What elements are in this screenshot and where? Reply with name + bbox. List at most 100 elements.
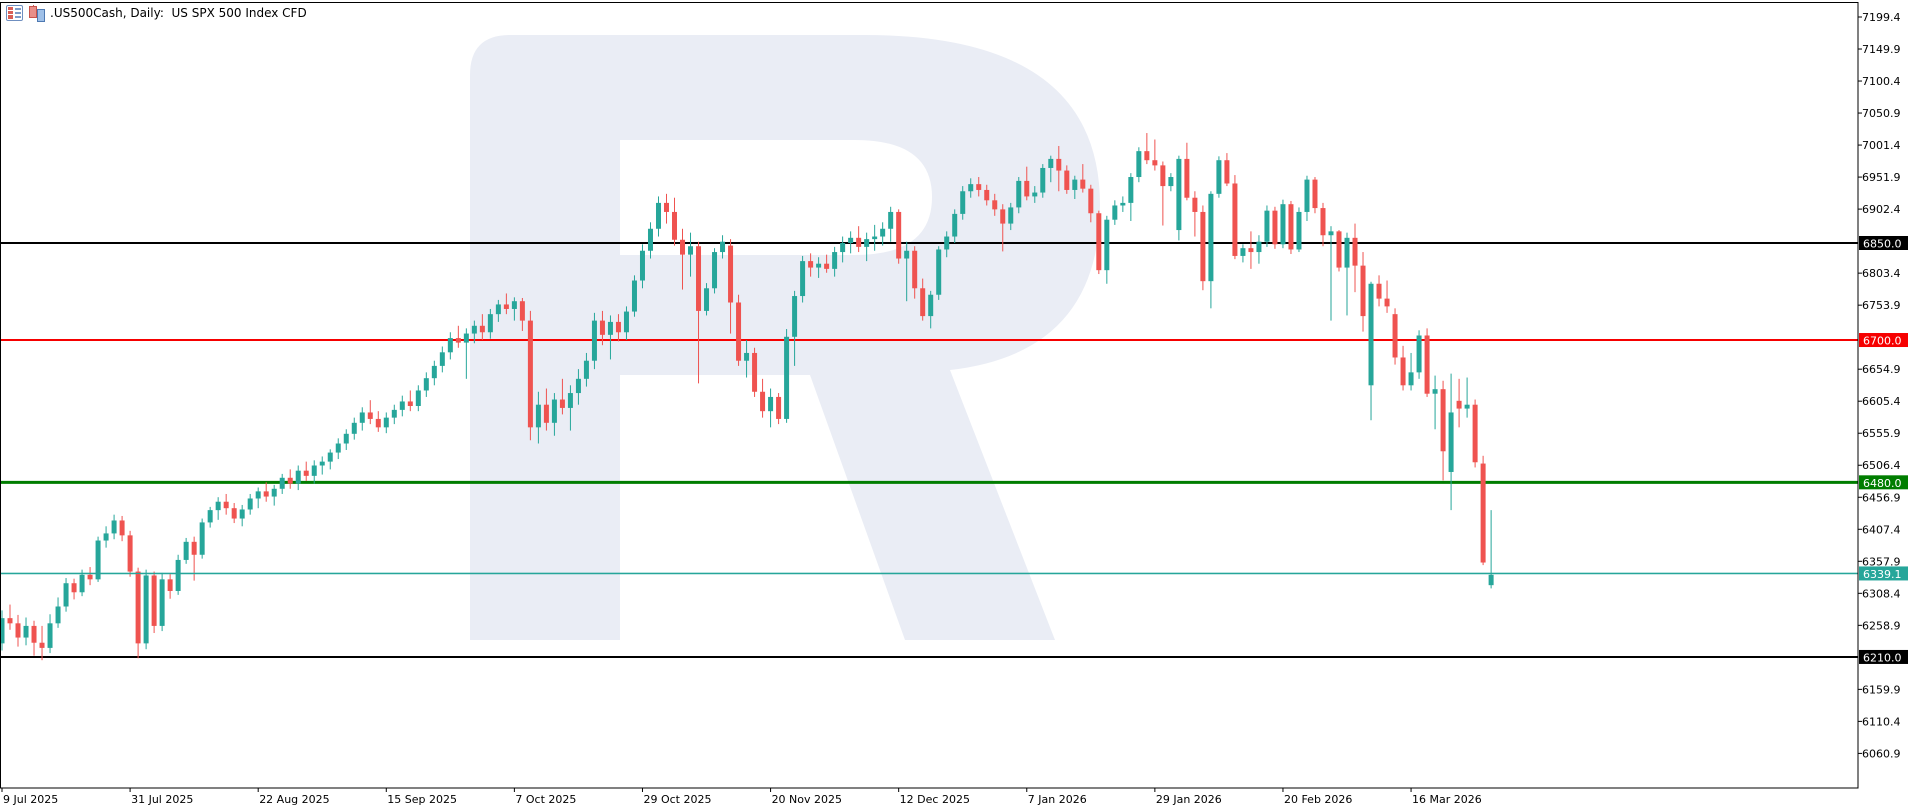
candle-down: [127, 535, 133, 572]
candle-up: [63, 583, 69, 607]
candle-up: [215, 501, 221, 511]
candle-up: [904, 250, 910, 259]
candle-down: [1024, 180, 1030, 197]
candle-up: [415, 390, 421, 406]
candle-up: [471, 325, 477, 334]
price-axis[interactable]: 7199.4 7149.9 7100.4 7050.9 7001.4 6951.9 6902…: [1858, 11, 1908, 760]
candle-up: [623, 311, 629, 333]
candle-up: [23, 625, 29, 638]
candle-up: [1264, 210, 1270, 242]
candle-up: [816, 263, 822, 268]
candle-down: [15, 623, 21, 638]
candle-up: [319, 461, 325, 466]
candle-up: [1032, 192, 1038, 197]
candle-up: [1008, 207, 1014, 224]
price-tick-label: 6060.9: [1862, 747, 1901, 760]
price-line-label: 6700.0: [1863, 335, 1902, 348]
candle-up: [343, 433, 349, 444]
candle-down: [367, 412, 373, 419]
candle-down: [615, 321, 621, 333]
candle-down: [1392, 314, 1398, 358]
price-tick-label: 6555.9: [1862, 427, 1901, 440]
candle-down: [1384, 298, 1390, 307]
candle-down: [776, 396, 782, 419]
price-tick-label: 6407.4: [1862, 523, 1901, 536]
candle-down: [407, 401, 413, 406]
candle-down: [672, 211, 678, 240]
candle-up: [103, 533, 109, 541]
candle-up: [591, 320, 597, 361]
candle-down: [191, 541, 197, 555]
candle-up: [47, 623, 53, 648]
price-tick-label: 6753.9: [1862, 299, 1901, 312]
bar-chart-icon[interactable]: [29, 5, 45, 22]
candle-up: [784, 336, 790, 419]
candle-up: [1280, 204, 1286, 245]
candle-up: [1040, 167, 1046, 193]
time-tick-label: 16 Mar 2026: [1412, 793, 1482, 806]
candle-down: [984, 189, 990, 201]
candle-up: [583, 360, 589, 379]
time-axis[interactable]: 9 Jul 2025 31 Jul 2025 22 Aug 2025 15 Sep 2…: [1, 788, 1482, 806]
charts-list-icon[interactable]: [6, 5, 23, 21]
price-tick-label: 6506.4: [1862, 459, 1901, 472]
candle-up: [55, 606, 61, 624]
candle-up: [720, 241, 726, 253]
candle-down: [1336, 231, 1342, 268]
candle-up: [551, 399, 557, 423]
candle-down: [920, 288, 926, 317]
time-tick-label: 15 Sep 2025: [387, 793, 457, 806]
candle-up: [840, 242, 846, 253]
candle-up: [631, 280, 637, 312]
candle-down: [760, 391, 766, 412]
candle-up: [383, 417, 389, 428]
time-tick-label: 12 Dec 2025: [900, 793, 970, 806]
candle-up: [1072, 179, 1078, 190]
candle-down: [1056, 158, 1062, 171]
candle-down: [728, 245, 734, 303]
price-line-label: 6339.1: [1863, 568, 1902, 581]
candle-up: [1296, 211, 1302, 250]
candle-up: [1488, 574, 1494, 586]
candle-down: [599, 320, 605, 335]
candle-down: [896, 211, 902, 259]
candle-up: [239, 509, 245, 519]
candle-down: [1096, 213, 1102, 271]
time-tick-label: 20 Nov 2025: [772, 793, 842, 806]
candle-up: [864, 239, 870, 247]
candle-up: [1432, 389, 1438, 394]
candle-down: [1440, 389, 1446, 452]
candle-up: [1448, 412, 1454, 472]
price-line-label: 6850.0: [1863, 237, 1902, 250]
candle-up: [1416, 335, 1422, 373]
candle-down: [1224, 160, 1230, 184]
candle-up: [1464, 404, 1470, 409]
candle-down: [1288, 204, 1294, 250]
candle-down: [119, 520, 125, 536]
candle-down: [479, 325, 485, 333]
candle-down: [1088, 188, 1094, 214]
candle-up: [359, 412, 365, 423]
candle-up: [960, 191, 966, 214]
candle-down: [1360, 265, 1366, 317]
candle-up: [159, 579, 165, 626]
candle-down: [71, 583, 77, 593]
plot-frame: [0, 2, 1859, 789]
candle-down: [1424, 335, 1430, 394]
candle-up: [327, 452, 333, 462]
candle-up: [944, 236, 950, 250]
candle-up: [439, 352, 445, 366]
candle-up: [447, 338, 453, 353]
candle-up: [1048, 158, 1054, 168]
candle-up: [768, 396, 774, 412]
candle-up: [744, 352, 750, 361]
candle-up: [255, 491, 261, 499]
candle-up: [1240, 248, 1246, 256]
candle-down: [1400, 357, 1406, 386]
candle-up: [535, 404, 541, 428]
candle-down: [519, 301, 525, 321]
candle-down: [31, 625, 37, 643]
candle-up: [872, 236, 878, 240]
